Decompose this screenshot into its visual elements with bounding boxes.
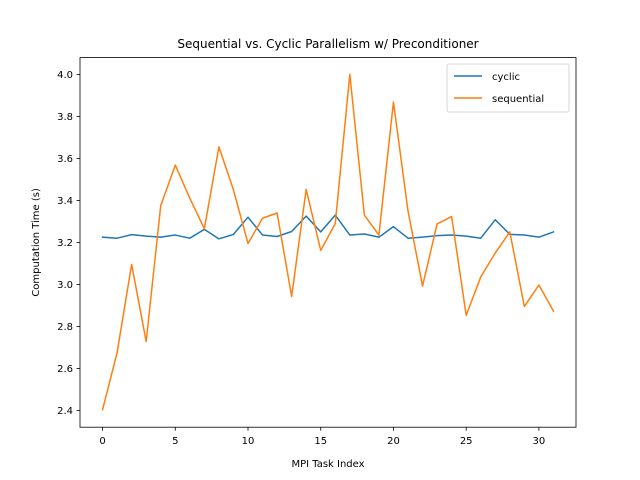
y-tick-label: 3.4: [57, 196, 73, 207]
x-tick-label: 25: [460, 436, 473, 447]
plot-lines: [101, 73, 555, 411]
y-tick-label: 4.0: [57, 70, 73, 81]
x-tick-label: 30: [533, 436, 546, 447]
x-tick-label: 0: [99, 436, 105, 447]
y-axis: 2.4 2.6 2.8 3.0 3.2 3.4 3.6 3.8 4.0: [57, 70, 80, 417]
x-axis-label: MPI Task Index: [291, 459, 364, 470]
y-tick-label: 2.8: [57, 322, 73, 333]
y-tick-label: 3.6: [57, 154, 73, 165]
y-tick-label: 2.6: [57, 364, 73, 375]
x-tick-label: 10: [242, 436, 255, 447]
x-axis: 0 5 10 15 20 25 30: [99, 427, 545, 447]
series-line-sequential: [101, 73, 555, 411]
y-tick-label: 3.2: [57, 238, 73, 249]
x-tick-label: 20: [387, 436, 400, 447]
legend-label-cyclic: cyclic: [492, 72, 520, 83]
y-tick-label: 3.0: [57, 280, 73, 291]
x-tick-label: 5: [172, 436, 178, 447]
x-tick-label: 15: [314, 436, 327, 447]
chart-title: Sequential vs. Cyclic Parallelism w/ Pre…: [177, 37, 478, 51]
y-tick-label: 3.8: [57, 112, 73, 123]
y-axis-label: Computation Time (s): [31, 188, 42, 297]
legend-label-sequential: sequential: [492, 94, 544, 105]
legend: cyclic sequential: [446, 63, 570, 113]
series-line-cyclic: [101, 214, 555, 240]
y-tick-label: 2.4: [57, 406, 73, 417]
